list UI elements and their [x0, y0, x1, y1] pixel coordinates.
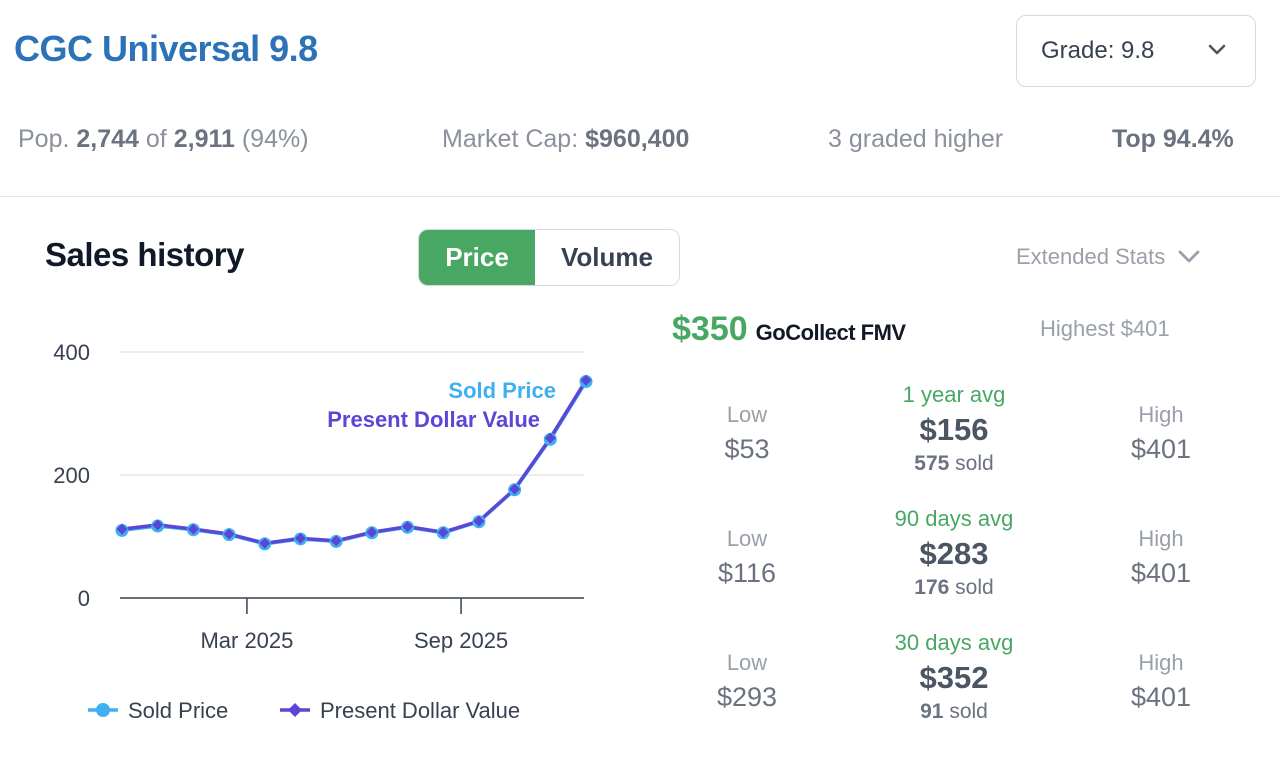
sold-label: sold	[949, 700, 988, 723]
period-average: 90 days avg $283 176 sold	[854, 506, 1054, 600]
high-value: $401	[1130, 558, 1192, 588]
market-cap-value: $960,400	[585, 125, 690, 153]
present-value-point	[402, 521, 414, 533]
sold-number: 176	[914, 576, 950, 599]
pop-total: 2,911	[173, 125, 235, 153]
period-low: Low $116	[677, 526, 817, 589]
avg-label: 30 days avg	[894, 630, 1014, 655]
graded-higher: 3 graded higher	[828, 125, 1004, 153]
highest-price: Highest $401	[1040, 316, 1170, 341]
y-tick-label: 200	[53, 463, 90, 488]
chart-mode-toggle: Price Volume	[418, 229, 680, 286]
avg-value: $156	[919, 412, 989, 447]
low-label: Low	[726, 650, 768, 675]
series-line-present-dollar-value	[121, 379, 588, 546]
legend-marker-present-value	[288, 703, 302, 717]
pop-count: 2,744	[76, 125, 139, 153]
present-value-point	[437, 526, 449, 538]
period-30-days: Low $293 30 days avg $352 91 sold High $…	[680, 630, 1240, 740]
present-value-point	[580, 374, 592, 386]
avg-label: 1 year avg	[902, 382, 1006, 407]
sold-count: 91 sold	[854, 700, 1054, 724]
divider	[0, 196, 1280, 197]
period-average: 1 year avg $156 575 sold	[854, 382, 1054, 476]
legend-label-present-value: Present Dollar Value	[320, 698, 520, 723]
inline-label-sold-price: Sold Price	[448, 378, 556, 403]
sold-count: 575 sold	[854, 452, 1054, 476]
period-90-days: Low $116 90 days avg $283 176 sold High …	[680, 506, 1240, 616]
present-value-point	[509, 483, 521, 495]
chevron-down-icon	[1208, 44, 1226, 55]
high-value: $401	[1130, 434, 1192, 464]
tab-volume[interactable]: Volume	[535, 230, 679, 285]
page-title: CGC Universal 9.8	[14, 28, 318, 69]
sold-count: 176 sold	[854, 576, 1054, 600]
period-high: High $401	[1091, 650, 1231, 713]
avg-value: $283	[919, 536, 989, 571]
y-tick-label: 400	[53, 340, 90, 365]
sold-number: 91	[920, 700, 944, 723]
present-value-point	[366, 526, 378, 538]
present-value-point	[473, 515, 485, 527]
series-line-sold-price	[121, 380, 588, 546]
fmv-value: $350	[672, 310, 748, 348]
pop-pct: (94%)	[241, 125, 309, 153]
present-value-point	[116, 523, 128, 535]
present-value-point	[259, 537, 271, 549]
extended-stats-button[interactable]: Extended Stats	[1016, 244, 1201, 270]
high-label: High	[1138, 650, 1184, 675]
top-percent: Top 94.4%	[1112, 125, 1234, 153]
high-label: High	[1138, 402, 1184, 427]
market-cap-label: Market Cap:	[442, 125, 579, 153]
present-value-point	[294, 532, 306, 544]
avg-value: $352	[919, 660, 989, 695]
sold-label: sold	[955, 576, 994, 599]
low-value: $116	[717, 558, 777, 588]
high-label: High	[1138, 526, 1184, 551]
high-value: $401	[1130, 682, 1192, 712]
market-cap: Market Cap: $960,400	[442, 125, 689, 154]
period-low: Low $53	[677, 402, 817, 465]
y-tick-label: 0	[78, 586, 90, 611]
period-1-year: Low $53 1 year avg $156 575 sold High $4…	[680, 382, 1240, 492]
fmv-label: GoCollect FMV	[755, 320, 906, 345]
pop-label: Pop.	[18, 125, 70, 153]
present-value-point	[330, 535, 342, 547]
period-low: Low $293	[677, 650, 817, 713]
period-average: 30 days avg $352 91 sold	[854, 630, 1054, 724]
legend-marker-sold-price	[96, 703, 110, 717]
low-label: Low	[726, 402, 768, 427]
fmv-summary: $350 GoCollect FMV	[672, 310, 906, 349]
grade-select[interactable]: Grade: 9.8	[1016, 15, 1256, 87]
x-tick-label: Sep 2025	[414, 628, 508, 653]
tab-price[interactable]: Price	[419, 230, 535, 285]
low-label: Low	[726, 526, 768, 551]
chevron-down-icon	[1178, 250, 1200, 263]
avg-label: 90 days avg	[894, 506, 1014, 531]
sold-label: sold	[955, 452, 994, 475]
sold-number: 575	[914, 452, 950, 475]
low-value: $293	[716, 682, 778, 712]
x-tick-label: Mar 2025	[200, 628, 293, 653]
extended-stats-label: Extended Stats	[1016, 244, 1166, 269]
present-value-point	[187, 523, 199, 535]
pop-of: of	[145, 125, 167, 153]
present-value-point	[223, 528, 235, 540]
inline-label-present-value: Present Dollar Value	[327, 407, 540, 432]
sales-history-title: Sales history	[45, 236, 244, 273]
sales-history-chart: 0 200 400 Mar 2025 Sep 2025 Sold Price Present…	[53, 340, 593, 723]
population-stats: Pop. 2,744 of 2,911 (94%) Market Cap: $9…	[0, 125, 1280, 159]
period-high: High $401	[1091, 402, 1231, 465]
period-high: High $401	[1091, 526, 1231, 589]
grade-select-value: Grade: 9.8	[1041, 37, 1155, 64]
present-value-point	[152, 519, 164, 531]
population: Pop. 2,744 of 2,911 (94%)	[18, 125, 309, 154]
legend-label-sold-price: Sold Price	[128, 698, 228, 723]
low-value: $53	[724, 434, 770, 464]
present-value-point	[544, 432, 556, 444]
